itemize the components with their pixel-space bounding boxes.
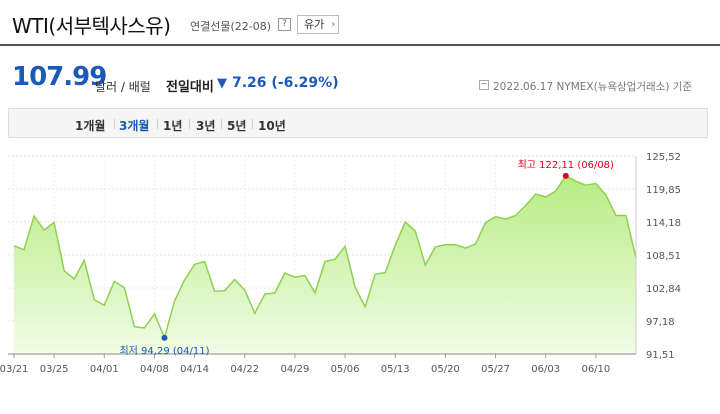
related-oil-button[interactable]: 유가 ›	[297, 15, 340, 34]
period-tabs: 1개월 3개월 1년 3년 5년 10년	[8, 108, 708, 138]
x-tick-label: 05/27	[481, 364, 510, 375]
tab-1-year[interactable]: 1년	[163, 119, 183, 133]
x-tick-label: 04/14	[180, 364, 209, 375]
calendar-icon	[479, 80, 489, 90]
x-tick-label: 03/25	[40, 364, 69, 375]
related-oil-label: 유가	[304, 18, 325, 31]
area-fill	[14, 175, 636, 354]
y-tick-label: 114,18	[646, 218, 681, 229]
price-unit: 달러 / 배럴	[95, 80, 151, 94]
price-chart: 125,52 119,85 114,18 108,51 102,84 97,18 91,51…	[0, 148, 720, 414]
x-tick-label: 04/22	[230, 364, 259, 375]
y-tick-label: 125,52	[646, 152, 681, 163]
tab-3-year[interactable]: 3년	[196, 119, 216, 133]
tab-divider	[221, 119, 222, 129]
price-chart-svg: 125,52 119,85 114,18 108,51 102,84 97,18 91,51…	[0, 152, 681, 375]
x-tick-label: 05/13	[381, 364, 410, 375]
tab-5-year[interactable]: 5년	[227, 119, 247, 133]
series-line	[13, 174, 637, 341]
y-tick-label: 97,18	[646, 317, 675, 328]
tab-1-month[interactable]: 1개월	[75, 119, 106, 133]
y-tick-label: 102,84	[646, 284, 681, 295]
high-point-marker	[562, 172, 569, 179]
current-price: 107.99	[12, 62, 107, 92]
tab-10-year[interactable]: 10년	[258, 119, 286, 133]
tab-divider	[157, 119, 158, 129]
change-value: 7.26 (-6.29%)	[232, 75, 339, 91]
low-label: 최저 94,29 (04/11)	[119, 345, 209, 357]
page-title: WTI(서부텍사스유)	[12, 14, 171, 38]
y-tick-label: 108,51	[646, 251, 681, 262]
chevron-right-icon: ›	[331, 19, 336, 30]
x-tick-label: 05/06	[331, 364, 360, 375]
tab-divider	[114, 119, 115, 129]
x-tick-label: 04/01	[90, 364, 119, 375]
low-point-marker	[161, 334, 168, 341]
tab-divider	[252, 119, 253, 129]
x-tick-label: 04/08	[140, 364, 169, 375]
contract-subtitle: 연결선물(22-08)	[190, 20, 272, 33]
x-tick-label: 03/21	[0, 364, 28, 375]
x-tick-label: 06/03	[531, 364, 560, 375]
change-label: 전일대비	[166, 80, 214, 95]
y-tick-label: 119,85	[646, 185, 681, 196]
x-tick-label: 06/10	[581, 364, 610, 375]
x-tick-label: 05/20	[431, 364, 460, 375]
down-arrow-icon: ▼	[217, 76, 227, 91]
y-tick-label: 91,51	[646, 350, 675, 361]
as-of-text: 2022.06.17 NYMEX(뉴욕상업거래소) 기준	[493, 81, 693, 93]
x-tick-label: 04/29	[280, 364, 309, 375]
tab-divider	[189, 119, 190, 129]
tab-3-month[interactable]: 3개월	[119, 119, 150, 133]
help-icon[interactable]: ?	[278, 18, 291, 31]
high-label: 최고 122,11 (06/08)	[518, 159, 614, 171]
header-bar: WTI(서부텍사스유) 연결선물(22-08) ? 유가 ›	[0, 0, 720, 46]
